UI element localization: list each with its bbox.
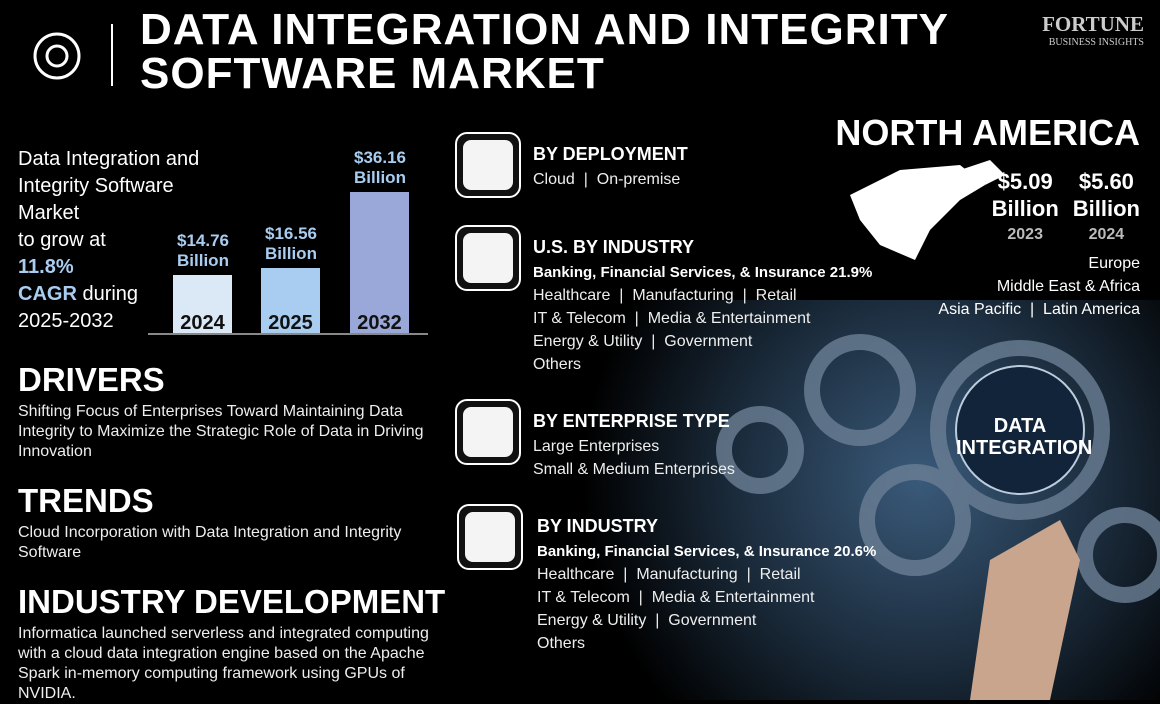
icon-inner [463,140,513,190]
segment-item: Others [533,356,582,373]
value-label: $36.16 Billion [354,148,406,187]
region-year: 2023 [1007,226,1043,243]
segment-item: IT & Telecom | Media & Entertainment [533,310,811,327]
region-values: $5.09 Billion 2023 $5.60 Billion 2024 [760,168,1140,244]
segment-item: Healthcare | Manufacturing | Retail [533,287,797,304]
image-label-line: INTEGRATION [956,437,1093,459]
region-other: Middle East & Africa [996,278,1140,295]
cagr-value: 11.8% [18,256,74,278]
logo-name: FORTUNE [1042,12,1144,36]
intro-line: to grow at [18,229,106,251]
x-tick-label: 2032 [357,312,402,334]
segment-item: Large Enterprises [533,438,660,455]
segment: U.S. BY INDUSTRY Banking, Financial Servi… [533,236,872,376]
icon-inner [465,512,515,562]
intro-line: Data Integration and [18,148,200,170]
region-value: $5.60 Billion 2024 [1073,168,1140,244]
segment-title: U.S. BY INDUSTRY [533,237,695,257]
region-amount: $5.60 [1078,169,1134,194]
intro-line: Market [18,202,80,224]
region-amount: $5.09 [997,169,1053,194]
section: INDUSTRY DEVELOPMENT Informatica launched… [18,584,458,704]
title-line: DATA INTEGRATION AND INTEGRITY [140,5,949,54]
region: NORTH AMERICA $5.09 Billion 2023 $5.60 Billi… [760,112,1140,321]
icon-inner [463,233,513,283]
bar-chart: 2024 $14.76 Billion 2025 $16.56 Billion 2032… [148,140,428,335]
segment-item: Small & Medium Enterprises [533,461,735,478]
bar: 2032 [350,192,409,334]
section-title: DRIVERS [18,361,165,398]
segment-item: Energy & Utility | Government [537,612,757,629]
title: DATA INTEGRATION AND INTEGRITY SOFTWARE … [140,8,949,96]
section-text: Informatica launched serverless and inte… [18,625,429,702]
title-line: SOFTWARE MARKET [140,49,605,98]
segment-icon [455,399,521,465]
segment: BY DEPLOYMENT Cloud | On-premise [533,143,688,191]
image-label-line: DATA [993,415,1047,437]
intro-text: during [82,283,139,305]
bar: 2024 [173,275,232,334]
segment-item: Healthcare | Manufacturing | Retail [537,566,801,583]
intro-line: Integrity Software [18,175,174,197]
x-tick-label: 2024 [180,312,225,334]
bar: 2025 [261,268,320,334]
x-tick-label: 2025 [268,312,313,334]
segment-item: Energy & Utility | Government [533,333,753,350]
section: DRIVERS Shifting Focus of Enterprises Tow… [18,362,458,462]
section-text: Shifting Focus of Enterprises Toward Mai… [18,403,424,460]
segment-title: BY INDUSTRY [537,516,659,536]
segment-title: BY DEPLOYMENT [533,144,688,164]
segment-icon [455,225,521,291]
section-title: INDUSTRY DEVELOPMENT [18,583,446,620]
cagr-label: CAGR [18,283,77,305]
segment-highlight: Banking, Financial Services, & Insurance… [533,264,873,281]
value-label: $14.76 Billion [177,231,229,271]
section-text: Cloud Incorporation with Data Integratio… [18,524,402,561]
value-label: $16.56 Billion [265,224,317,264]
segment: BY ENTERPRISE TYPE Large Enterprises Small… [533,410,735,481]
image-label: DATA INTEGRATION [956,415,1093,459]
region-name: NORTH AMERICA [835,112,1140,153]
region-other: Europe [1088,255,1140,272]
intro: Data Integration and Integrity Software … [18,146,218,335]
segment: BY INDUSTRY Banking, Financial Services, … [537,515,876,655]
region-unit: Billion [991,196,1059,221]
region-year: 2024 [1088,226,1125,243]
logo-sub: BUSINESS INSIGHTS [1048,37,1144,48]
segment-item: Others [537,635,586,652]
region-other: Asia Pacific | Latin America [938,301,1140,318]
segment-item: IT & Telecom | Media & Entertainment [537,589,815,606]
segment-highlight: Banking, Financial Services, & Insurance… [537,543,877,560]
segment-icon [457,504,523,570]
segment-title: BY ENTERPRISE TYPE [533,411,730,431]
icon-inner [463,407,513,457]
segment-icon [455,132,521,198]
segment-item: Cloud | On-premise [533,171,681,188]
section: TRENDS Cloud Incorporation with Data Inte… [18,483,458,563]
region-unit: Billion [1072,196,1140,221]
region-value: $5.09 Billion 2023 [992,168,1059,244]
region-others: Europe Middle East & Africa Asia Pacific |… [760,252,1140,321]
period: 2025-2032 [18,310,114,332]
section-title: TRENDS [18,482,154,519]
logo: FORTUNE BUSINESS INSIGHTS [1006,12,1144,48]
